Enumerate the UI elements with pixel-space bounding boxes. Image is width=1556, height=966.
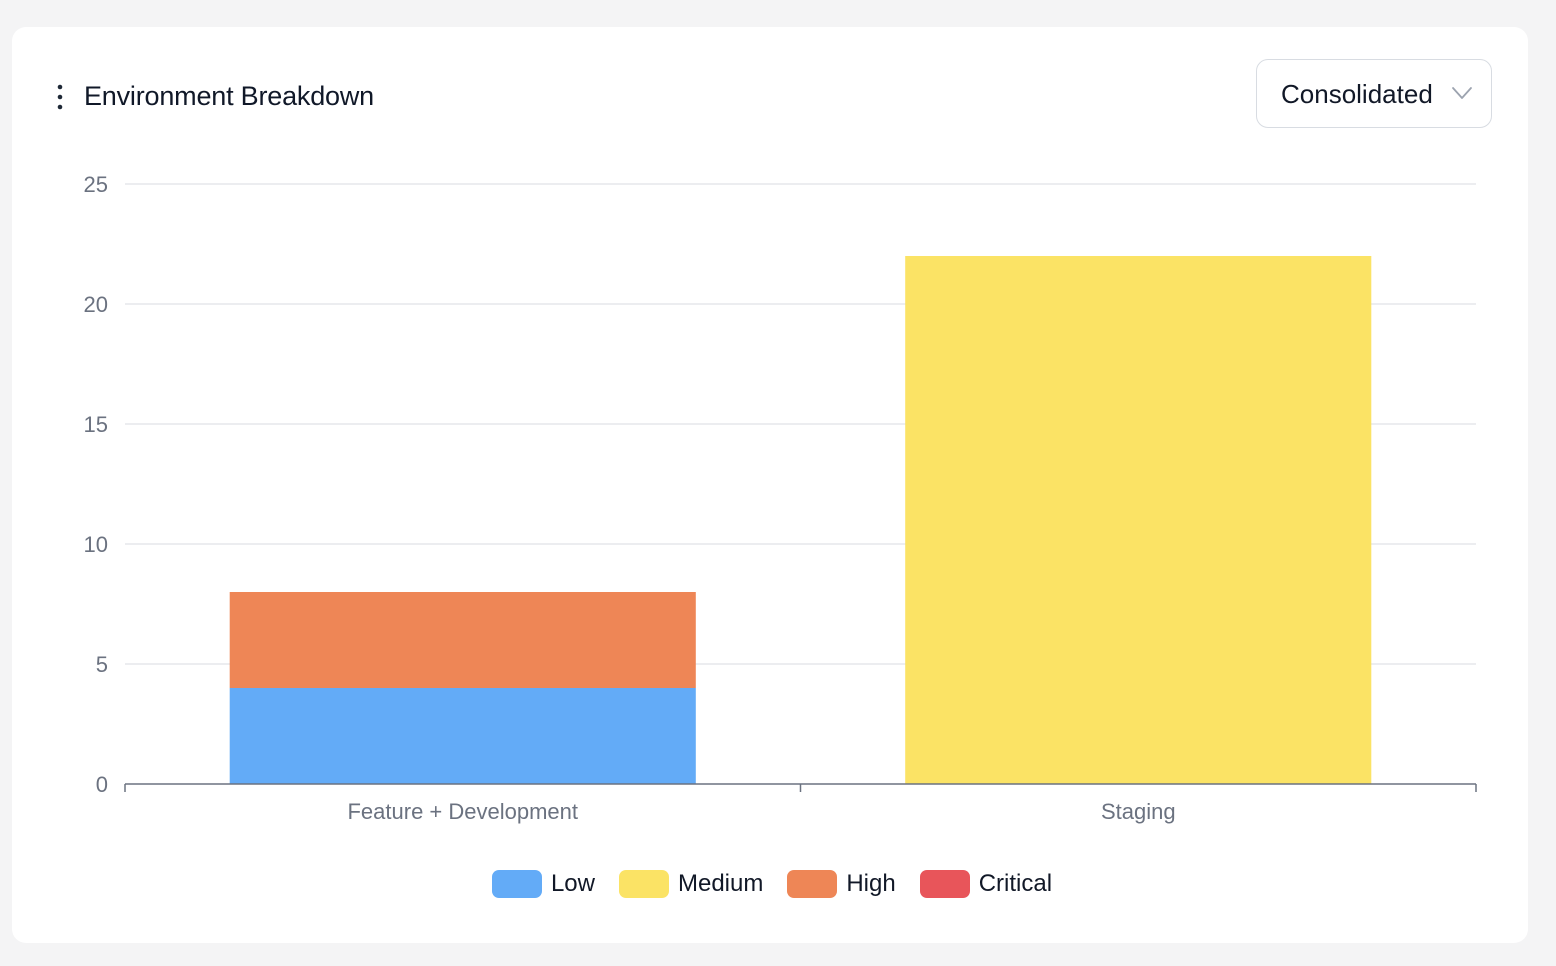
legend-swatch [491, 870, 542, 898]
bar-high-1[interactable] [229, 592, 696, 688]
chevron-down-icon [1452, 87, 1472, 99]
y-tick-label: 0 [96, 772, 108, 797]
legend-swatch [618, 870, 669, 898]
y-tick-label: 25 [84, 172, 108, 197]
legend-swatch [919, 870, 970, 898]
legend-swatch [787, 870, 838, 898]
legend-label: Low [550, 870, 595, 897]
legend-label: High [846, 870, 896, 897]
legend-label: Critical [978, 870, 1053, 897]
legend-item-critical[interactable]: Critical [919, 870, 1053, 898]
view-select[interactable]: Consolidated [1256, 59, 1492, 128]
card-title: Environment Breakdown [84, 81, 374, 111]
y-tick-label: 10 [84, 532, 108, 557]
x-tick-label: Staging [1101, 799, 1176, 824]
bar-medium-2[interactable] [905, 256, 1372, 784]
environment-breakdown-card: Environment Breakdown Consolidated 0 5 10 1… [12, 27, 1528, 943]
y-tick-label: 5 [96, 652, 108, 677]
x-tick-label: Feature + Development [347, 799, 578, 824]
vertical-dots-icon[interactable] [48, 81, 72, 113]
chart-legend: Low Medium High Critical [12, 867, 1528, 901]
legend-item-low[interactable]: Low [491, 870, 595, 898]
y-tick-label: 20 [84, 292, 108, 317]
view-select-value: Consolidated [1281, 79, 1433, 109]
legend-label: Medium [677, 870, 764, 897]
legend-item-medium[interactable]: Medium [618, 870, 764, 898]
bar-chart: 0 5 10 15 20 25 Feature + Development Staging [84, 172, 1477, 824]
bar-low-1[interactable] [229, 688, 696, 784]
y-tick-label: 15 [84, 412, 108, 437]
legend-item-high[interactable]: High [787, 870, 896, 898]
